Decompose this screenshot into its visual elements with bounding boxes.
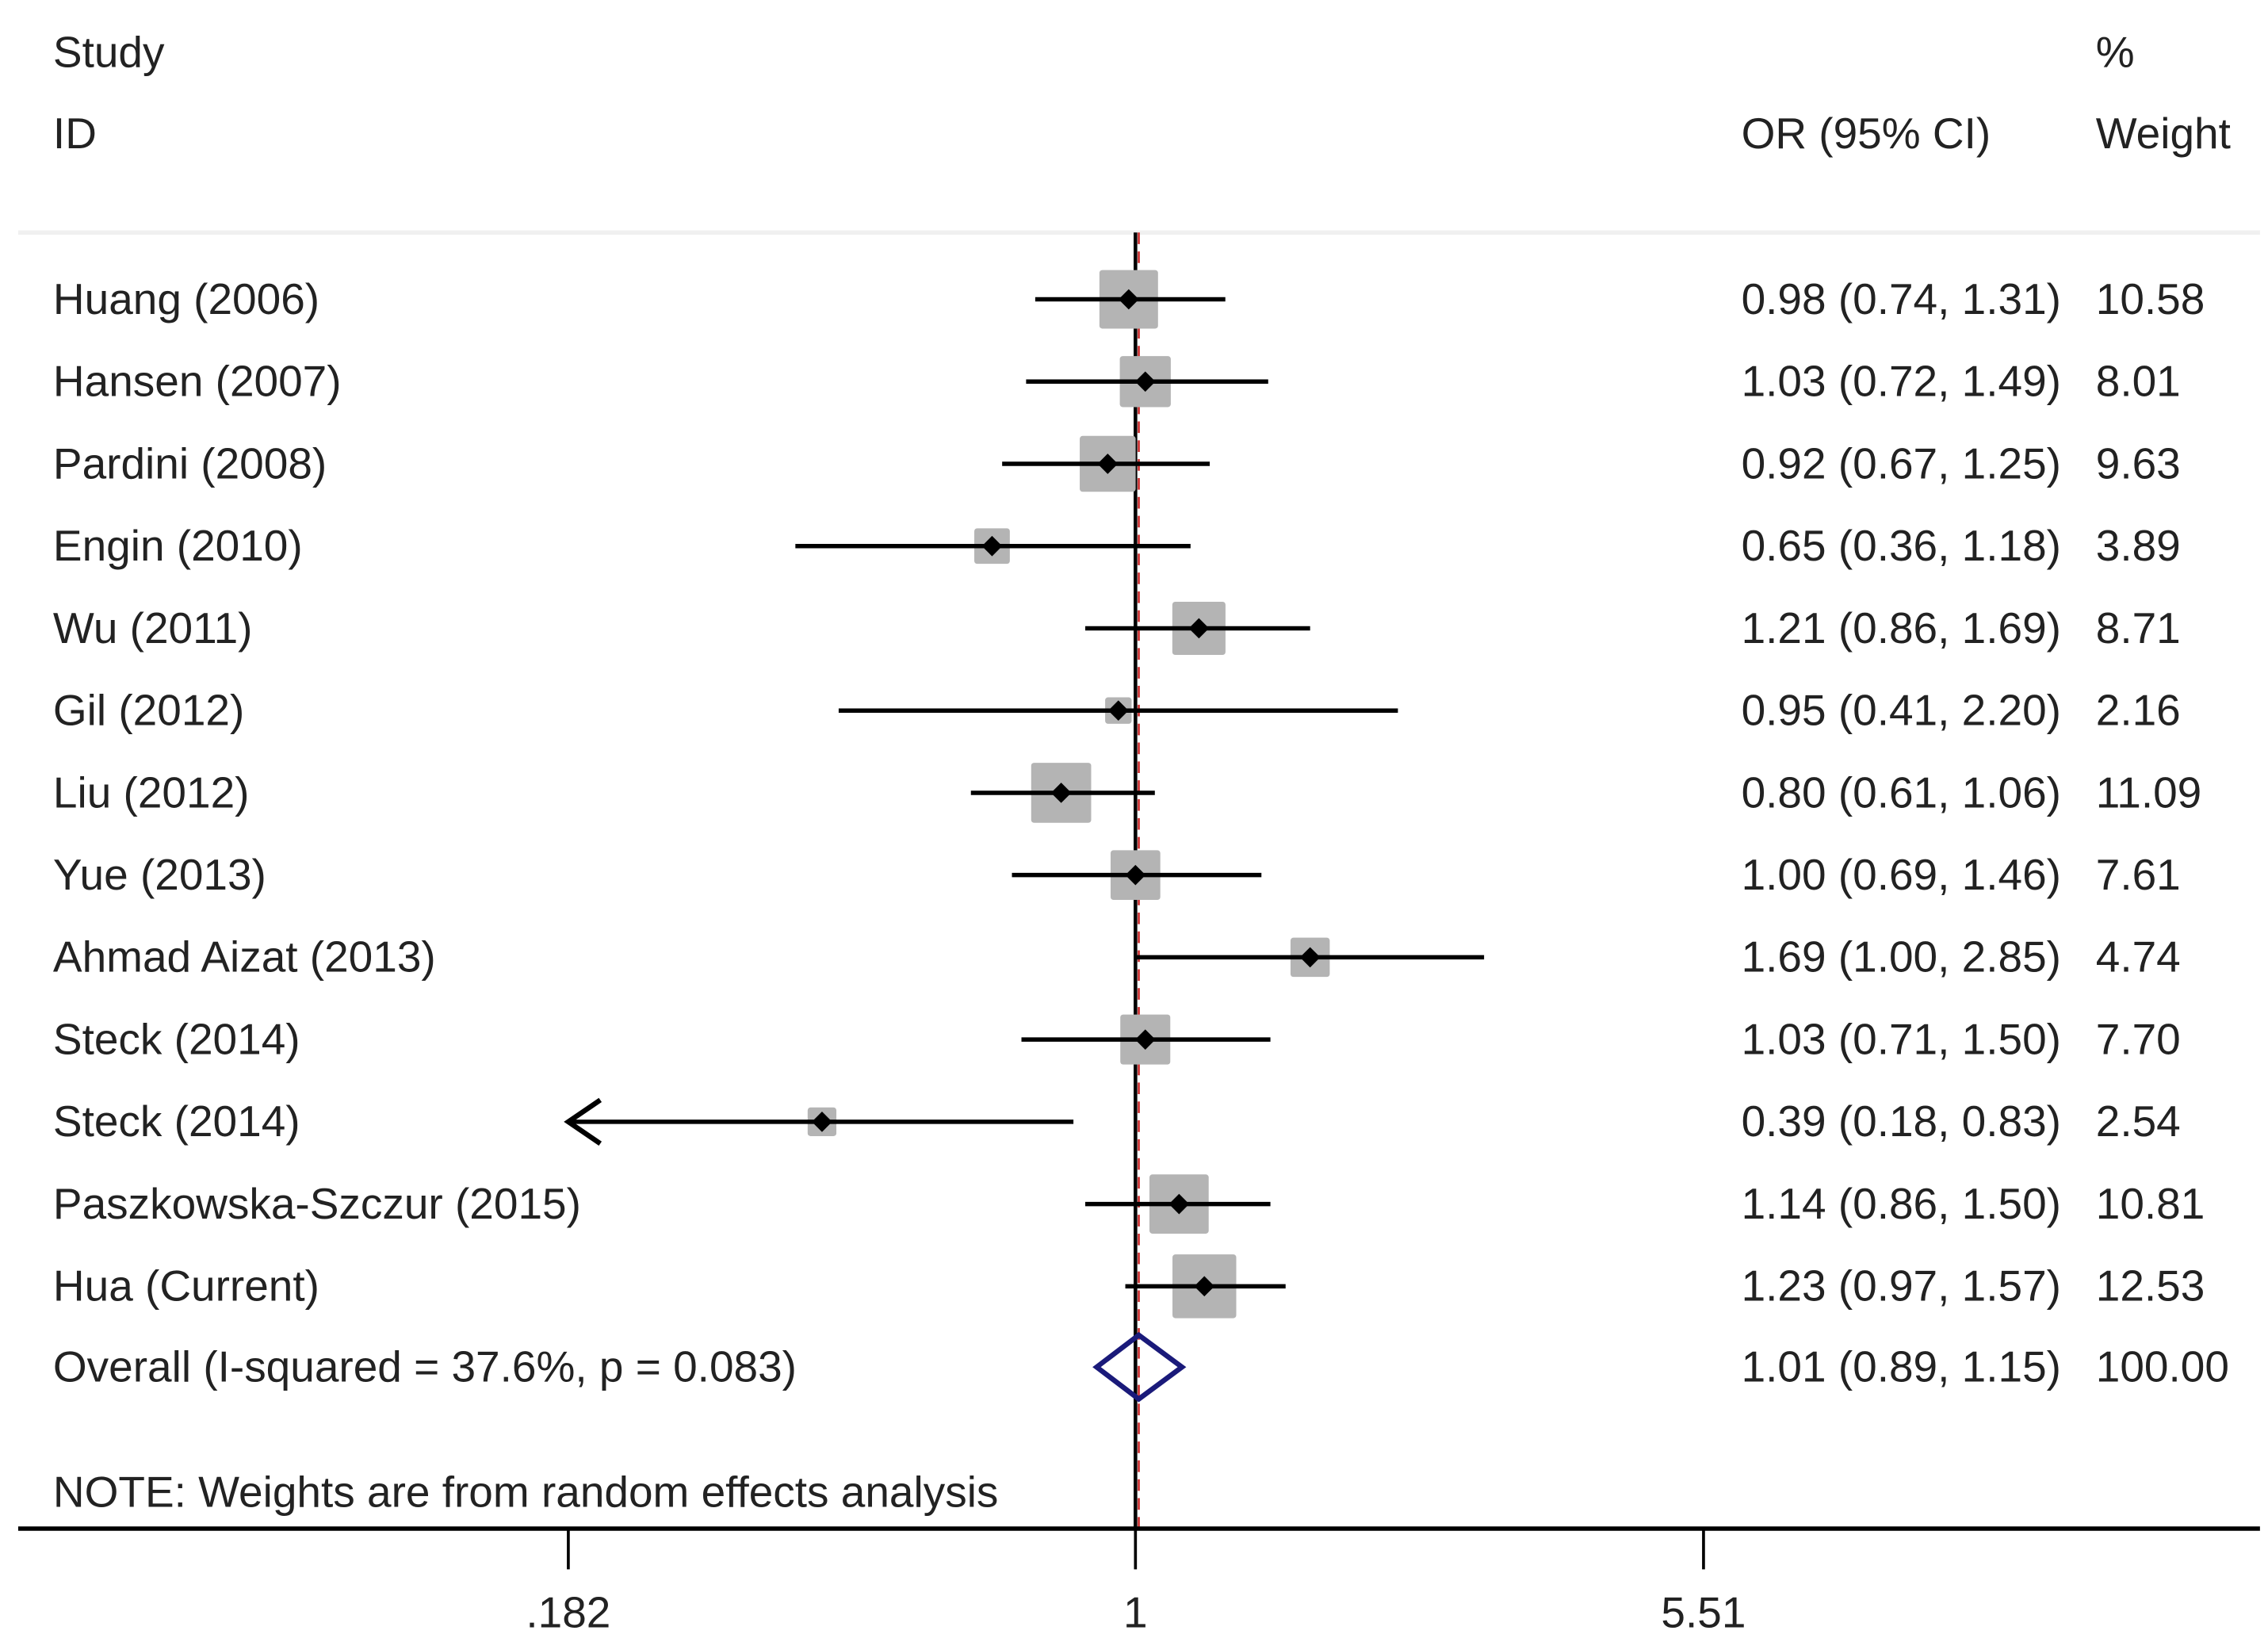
weight-text: 9.63 [2096,438,2181,488]
weight-text: 11.09 [2096,767,2201,817]
weight-text: 4.74 [2096,932,2181,982]
point-estimate [1168,1193,1190,1215]
ci-text: 0.95 (0.41, 2.20) [1742,686,2061,735]
weight-text: 7.70 [2096,1014,2181,1063]
overall-ci-text: 1.01 (0.89, 1.15) [1742,1342,2061,1391]
study-row: Steck (2014) 0.39 (0.18, 0.83) 2.54 [53,1097,2181,1146]
overall-diamond [1092,1331,1187,1403]
weight-text: 8.01 [2096,357,2181,406]
ci-text: 1.03 (0.71, 1.50) [1742,1014,2061,1063]
weight-text: 3.89 [2096,521,2181,570]
study-label: Engin (2010) [53,521,303,570]
study-row: Ahmad Aizat (2013) 1.69 (1.00, 2.85) 4.74 [53,932,2181,982]
header-weight: Weight [2096,109,2231,158]
overall-weight-text: 100.00 [2096,1342,2229,1391]
study-row: Pardini (2008) 0.92 (0.67, 1.25) 9.63 [53,435,2181,492]
x-tick-label: 5.51 [1661,1588,1746,1637]
ci-text: 0.39 (0.18, 0.83) [1742,1097,2061,1146]
ci-arrow-icon [564,1097,602,1146]
study-label: Yue (2013) [53,850,266,899]
ci-text: 1.00 (0.69, 1.46) [1742,850,2061,899]
ci-text: 1.03 (0.72, 1.49) [1742,357,2061,406]
weight-text: 8.71 [2096,603,2181,653]
header-weight-pct: % [2096,27,2135,76]
header-id: ID [53,109,97,158]
study-label: Liu (2012) [53,767,250,817]
study-label: Gil (2012) [53,686,244,735]
x-tick-label: 1 [1123,1588,1148,1637]
study-row: Steck (2014) 1.03 (0.71, 1.50) 7.70 [53,1014,2181,1065]
point-estimate [1107,700,1129,721]
study-row: Gil (2012) 0.95 (0.41, 2.20) 2.16 [53,686,2181,735]
point-estimate [1194,1276,1215,1297]
weight-text: 2.54 [2096,1097,2181,1146]
point-estimate [1134,371,1156,392]
ci-text: 1.21 (0.86, 1.69) [1742,603,2061,653]
study-label: Hua (Current) [53,1261,319,1311]
study-label: Pardini (2008) [53,438,327,488]
study-label: Steck (2014) [53,1014,300,1063]
study-row: Paszkowska-Szczur (2015) 1.14 (0.86, 1.50… [53,1174,2205,1234]
weight-text: 10.58 [2096,274,2205,323]
ci-text: 0.98 (0.74, 1.31) [1742,274,2061,323]
study-label: Hansen (2007) [53,357,342,406]
overall-label: Overall (I-squared = 37.6%, p = 0.083) [53,1342,797,1391]
study-label: Paszkowska-Szczur (2015) [53,1179,581,1228]
header-or: OR (95% CI) [1742,109,1991,158]
study-row: Liu (2012) 0.80 (0.61, 1.06) 11.09 [53,763,2201,823]
weight-text: 12.53 [2096,1261,2205,1311]
study-label: Wu (2011) [53,603,253,653]
study-label: Ahmad Aizat (2013) [53,932,436,982]
study-label: Steck (2014) [53,1097,300,1146]
point-estimate [812,1112,832,1132]
point-estimate [1050,783,1072,803]
point-estimate [1097,454,1119,474]
note-text: NOTE: Weights are from random effects an… [53,1468,998,1517]
weight-text: 7.61 [2096,850,2181,899]
ci-text: 1.14 (0.86, 1.50) [1742,1179,2061,1228]
x-tick-label: .182 [526,1588,610,1637]
ci-text: 0.80 (0.61, 1.06) [1742,767,2061,817]
header-study: Study [53,27,165,76]
study-row: Yue (2013) 1.00 (0.69, 1.46) 7.61 [53,850,2181,901]
overall-row: Overall (I-squared = 37.6%, p = 0.083) 1.… [53,1331,2229,1403]
point-estimate [1188,618,1210,639]
weight-text: 2.16 [2096,686,2181,735]
ci-text: 1.23 (0.97, 1.57) [1742,1261,2061,1311]
ci-text: 0.65 (0.36, 1.18) [1742,521,2061,570]
study-row: Hua (Current) 1.23 (0.97, 1.57) 12.53 [53,1254,2205,1319]
weight-text: 10.81 [2096,1179,2205,1228]
study-row: Engin (2010) 0.65 (0.36, 1.18) 3.89 [53,521,2181,570]
study-row: Huang (2006) 0.98 (0.74, 1.31) 10.58 [53,270,2205,329]
study-row: Hansen (2007) 1.03 (0.72, 1.49) 8.01 [53,356,2181,408]
study-row: Wu (2011) 1.21 (0.86, 1.69) 8.71 [53,601,2181,656]
ci-text: 1.69 (1.00, 2.85) [1742,932,2061,982]
ci-text: 0.92 (0.67, 1.25) [1742,438,2061,488]
study-label: Huang (2006) [53,274,319,323]
